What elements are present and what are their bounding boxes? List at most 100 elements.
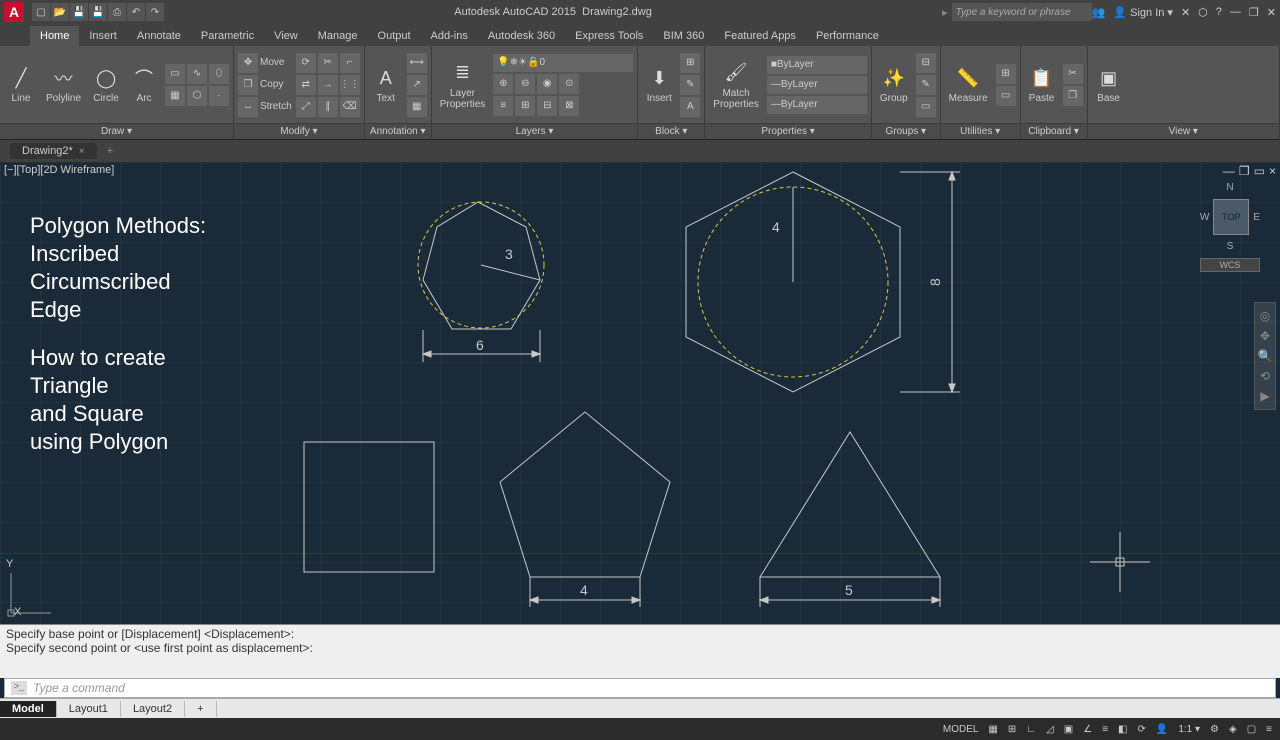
qat-new-icon[interactable]: ▢ xyxy=(32,3,50,21)
groups-grid[interactable]: ⊟✎▭ xyxy=(916,53,936,117)
maximize-icon[interactable]: ❐ xyxy=(1249,6,1259,19)
panel-title[interactable]: Draw ▾ xyxy=(0,123,233,139)
status-annomon-icon[interactable]: 👤 xyxy=(1152,724,1172,735)
layer-icon-4[interactable]: ⊙ xyxy=(559,74,579,94)
qat-plot-icon[interactable]: ⎙ xyxy=(108,3,126,21)
search-input[interactable]: Type a keyword or phrase xyxy=(952,3,1092,21)
qat-redo-icon[interactable]: ↷ xyxy=(146,3,164,21)
panel-title[interactable]: Block ▾ xyxy=(638,123,704,139)
viewport[interactable]: [−][Top][2D Wireframe] — ❐ ▭ × 3 6 4 xyxy=(0,162,1280,624)
paste-button[interactable]: 📋Paste xyxy=(1025,49,1059,121)
stretch-button[interactable]: ↔Stretch xyxy=(238,97,292,117)
status-snap-icon[interactable]: ⊞ xyxy=(1004,724,1020,735)
qat-undo-icon[interactable]: ↶ xyxy=(127,3,145,21)
exchange-icon[interactable]: ✕ xyxy=(1181,6,1190,19)
status-otrack-icon[interactable]: ∠ xyxy=(1079,724,1096,735)
layer-icon-5[interactable]: ≡ xyxy=(493,96,513,116)
tab-insert[interactable]: Insert xyxy=(79,26,127,46)
layer-icon-1[interactable]: ⊕ xyxy=(493,74,513,94)
layer-icon-3[interactable]: ◉ xyxy=(537,74,557,94)
status-lwt-icon[interactable]: ≡ xyxy=(1098,724,1112,735)
panel-title[interactable]: Modify ▾ xyxy=(234,123,364,139)
tab-home[interactable]: Home xyxy=(30,26,79,46)
tab-express[interactable]: Express Tools xyxy=(565,26,653,46)
layer-icon-7[interactable]: ⊟ xyxy=(537,96,557,116)
qat-saveas-icon[interactable]: 💾 xyxy=(89,3,107,21)
new-tab-button[interactable]: + xyxy=(99,143,121,159)
arc-button[interactable]: ⌒Arc xyxy=(127,49,161,121)
layer-icon-8[interactable]: ⊠ xyxy=(559,96,579,116)
minimize-icon[interactable]: — xyxy=(1230,6,1241,18)
layer-icon-6[interactable]: ⊞ xyxy=(515,96,535,116)
layer-properties-button[interactable]: ≣Layer Properties xyxy=(436,49,490,121)
status-clean-icon[interactable]: ▢ xyxy=(1243,724,1260,735)
tab-a360[interactable]: Autodesk 360 xyxy=(478,26,565,46)
infocenter-icon[interactable]: 👥 xyxy=(1092,6,1106,19)
tab-bim360[interactable]: BIM 360 xyxy=(653,26,714,46)
line-button[interactable]: ╱Line xyxy=(4,49,38,121)
panel-title[interactable]: Layers ▾ xyxy=(432,123,638,139)
status-transp-icon[interactable]: ◧ xyxy=(1114,724,1131,735)
clip-grid[interactable]: ✂❐ xyxy=(1063,64,1083,106)
help-icon[interactable]: ? xyxy=(1216,6,1222,18)
tab-output[interactable]: Output xyxy=(368,26,421,46)
color-dropdown[interactable]: ■ ByLayer xyxy=(767,56,867,74)
insert-button[interactable]: ⬇Insert xyxy=(642,49,676,121)
status-custom-icon[interactable]: ≡ xyxy=(1262,724,1276,735)
polyline-button[interactable]: 〰Polyline xyxy=(42,49,85,121)
layer-dropdown[interactable]: 💡❄☀🔒 0 xyxy=(493,54,633,72)
file-tab-drawing2[interactable]: Drawing2*× xyxy=(10,143,97,159)
add-layout-button[interactable]: + xyxy=(185,701,216,717)
text-button[interactable]: AText xyxy=(369,49,403,121)
viewcube[interactable]: N W TOP E S WCS xyxy=(1200,182,1260,272)
base-button[interactable]: ▣Base xyxy=(1092,49,1126,121)
annotation-grid[interactable]: ⟷ ↗ ▦ xyxy=(407,53,427,117)
status-ortho-icon[interactable]: ∟ xyxy=(1022,724,1040,735)
tab-manage[interactable]: Manage xyxy=(308,26,368,46)
move-button[interactable]: ✥Move xyxy=(238,53,292,73)
qat-open-icon[interactable]: 📂 xyxy=(51,3,69,21)
status-scale[interactable]: 1:1 ▾ xyxy=(1174,724,1204,735)
modify-grid[interactable]: ⟳✂⌐ ⇄→⋮⋮ ⤢∥⌫ xyxy=(296,53,360,117)
status-gear-icon[interactable]: ⚙ xyxy=(1206,724,1223,735)
nav-bar[interactable]: ◎✥🔍⟲▶ xyxy=(1254,302,1276,410)
panel-title[interactable]: View ▾ xyxy=(1088,123,1279,139)
wcs-badge[interactable]: WCS xyxy=(1200,258,1260,272)
block-grid[interactable]: ⊞✎A xyxy=(680,53,700,117)
signin-button[interactable]: 👤 Sign In ▾ xyxy=(1113,6,1173,19)
layout-tab-1[interactable]: Layout1 xyxy=(57,701,121,717)
util-grid[interactable]: ⊞▭ xyxy=(996,64,1016,106)
panel-title[interactable]: Annotation ▾ xyxy=(365,123,431,139)
lineweight-dropdown[interactable]: — ByLayer xyxy=(767,76,867,94)
group-button[interactable]: ✨Group xyxy=(876,49,912,121)
tab-parametric[interactable]: Parametric xyxy=(191,26,264,46)
tab-addins[interactable]: Add-ins xyxy=(421,26,478,46)
panel-title[interactable]: Utilities ▾ xyxy=(941,123,1020,139)
layout-tab-2[interactable]: Layout2 xyxy=(121,701,185,717)
status-model[interactable]: MODEL xyxy=(939,724,983,735)
viewcube-top[interactable]: TOP xyxy=(1213,199,1249,235)
a360-icon[interactable]: ⬡ xyxy=(1198,6,1208,19)
linetype-dropdown[interactable]: — ByLayer xyxy=(767,96,867,114)
qat-save-icon[interactable]: 💾 xyxy=(70,3,88,21)
tab-featured[interactable]: Featured Apps xyxy=(714,26,806,46)
layout-tab-model[interactable]: Model xyxy=(0,701,57,717)
circle-button[interactable]: ◯Circle xyxy=(89,49,123,121)
tab-annotate[interactable]: Annotate xyxy=(127,26,191,46)
close-tab-icon[interactable]: × xyxy=(79,146,85,157)
measure-button[interactable]: 📏Measure xyxy=(945,49,992,121)
status-polar-icon[interactable]: ◿ xyxy=(1042,724,1058,735)
close-icon[interactable]: ✕ xyxy=(1267,6,1276,19)
copy-button[interactable]: ❐Copy xyxy=(238,75,292,95)
status-osnap-icon[interactable]: ▣ xyxy=(1060,724,1077,735)
status-grid-icon[interactable]: ▦ xyxy=(984,724,1001,735)
tab-performance[interactable]: Performance xyxy=(806,26,889,46)
app-logo[interactable]: A xyxy=(4,2,24,22)
panel-title[interactable]: Groups ▾ xyxy=(872,123,940,139)
status-iso-icon[interactable]: ◈ xyxy=(1225,724,1241,735)
tab-view[interactable]: View xyxy=(264,26,308,46)
layer-icon-2[interactable]: ⊖ xyxy=(515,74,535,94)
match-properties-button[interactable]: 🖌Match Properties xyxy=(709,49,763,121)
status-cycle-icon[interactable]: ⟳ xyxy=(1133,724,1149,735)
command-input[interactable]: >_ Type a command xyxy=(4,678,1276,698)
